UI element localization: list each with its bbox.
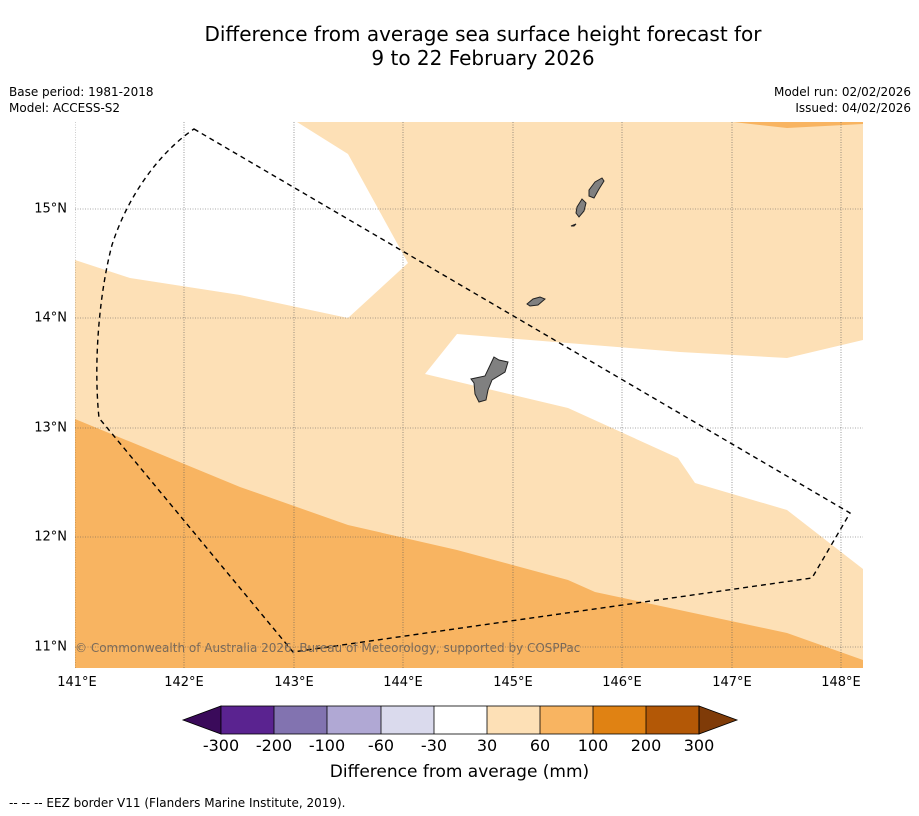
lon-tick-label: 144°E — [383, 675, 423, 690]
lon-tick-label: 148°E — [821, 675, 861, 690]
lat-tick-label: 14°N — [34, 310, 67, 326]
map-title-line1: Difference from average sea surface heig… — [204, 22, 762, 46]
islands — [470, 177, 605, 403]
colorbar-tick-label: 200 — [630, 736, 662, 755]
colorbar-swatch — [434, 706, 487, 734]
colorbar-tick-label: 100 — [577, 736, 609, 755]
saipan-island — [588, 177, 605, 199]
colorbar-swatch — [487, 706, 540, 734]
eez-footnote: -- -- -- EEZ border V11 (Flanders Marine… — [9, 796, 346, 810]
colorbar-extend-high — [698, 705, 739, 735]
lat-tick-label: 15°N — [34, 201, 67, 217]
copyright-notice: © Commonwealth of Australia 2026, Bureau… — [75, 641, 581, 655]
colorbar-swatch — [540, 706, 593, 734]
colorbar-tick-label: -200 — [255, 736, 293, 755]
anomaly-near-zero-region-east — [425, 334, 863, 569]
colorbar-swatch — [593, 706, 646, 734]
colorbar-tick-label: -100 — [308, 736, 346, 755]
aguijan-island — [570, 223, 577, 227]
eez-border — [96, 128, 851, 653]
map-title-line2: 9 to 22 February 2026 — [371, 46, 595, 70]
lat-tick-label: 13°N — [34, 420, 67, 436]
lon-tick-label: 143°E — [274, 675, 314, 690]
lon-tick-label: 141°E — [57, 675, 97, 690]
colorbar-tick-label: 300 — [683, 736, 715, 755]
lon-tick-label: 145°E — [493, 675, 533, 690]
model-run-label: Model run: 02/02/2026 — [773, 85, 911, 99]
colorbar — [181, 705, 739, 735]
anomaly-near-zero-region-north — [75, 122, 408, 318]
rota-island — [526, 296, 546, 307]
colorbar-tick-label: 30 — [476, 736, 498, 755]
colorbar-tick-label: -30 — [420, 736, 448, 755]
issued-label: Issued: 04/02/2026 — [795, 101, 911, 115]
guam-island — [470, 356, 509, 403]
colorbar-tick-label: -60 — [367, 736, 395, 755]
tinian-island — [575, 198, 587, 218]
map-title: Difference from average sea surface heig… — [0, 22, 919, 70]
lat-tick-label: 11°N — [34, 639, 67, 655]
meta-right: Model run: 02/02/2026 Issued: 04/02/2026 — [774, 84, 911, 116]
colorbar-label: Difference from average (mm) — [329, 762, 590, 782]
graticule — [75, 122, 863, 668]
lat-tick-label: 12°N — [34, 529, 67, 545]
map-plot-area — [75, 122, 863, 668]
lon-tick-label: 142°E — [164, 675, 204, 690]
colorbar-extend-low — [181, 705, 222, 735]
colorbar-swatch — [221, 706, 274, 734]
colorbar-swatch — [274, 706, 327, 734]
base-period-label: Base period: 1981-2018 — [9, 85, 154, 99]
lon-tick-label: 147°E — [712, 675, 752, 690]
colorbar-swatch — [327, 706, 381, 734]
colorbar-tick-label: -300 — [202, 736, 240, 755]
anomaly-60-100-region-south — [75, 419, 863, 668]
anomaly-60-100-region-north — [733, 122, 863, 128]
colorbar-swatch — [646, 706, 699, 734]
meta-left: Base period: 1981-2018 Model: ACCESS-S2 — [9, 84, 154, 116]
colorbar-swatch — [381, 706, 434, 734]
colorbar-tick-label: 60 — [529, 736, 551, 755]
model-label: Model: ACCESS-S2 — [9, 101, 121, 115]
lon-tick-label: 146°E — [602, 675, 642, 690]
